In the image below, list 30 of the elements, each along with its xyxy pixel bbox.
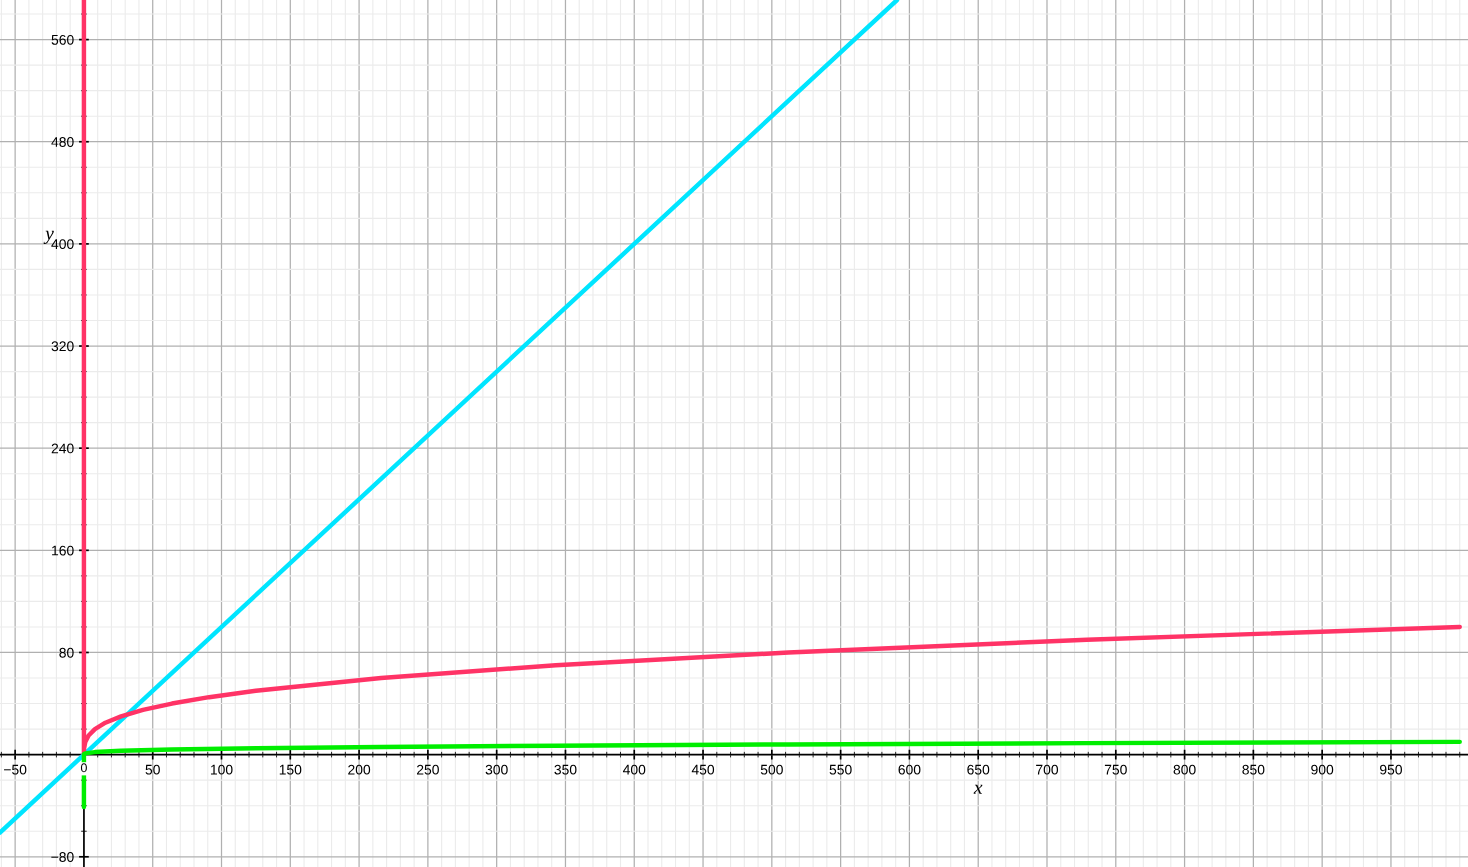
y-tick-label: 320 (51, 341, 74, 352)
x-tick-label: 0 (80, 763, 87, 773)
y-tick-label: 160 (52, 545, 74, 556)
y-tick-label: 80 (59, 647, 74, 658)
x-tick-label: 200 (348, 764, 371, 775)
line-series (81, 739, 1462, 810)
x-tick-label: 950 (1380, 764, 1402, 775)
y-tick-label: 240 (51, 443, 74, 454)
x-tick-label: 750 (1104, 764, 1127, 775)
x-axis-title: x (973, 784, 983, 794)
x-tick-label: 350 (554, 764, 577, 775)
x-tick-label: 600 (898, 764, 921, 775)
x-tick-label: 450 (691, 764, 715, 775)
y-tick-label: 480 (51, 137, 74, 147)
x-tick-label: 300 (485, 764, 508, 775)
x-tick-label: 800 (1173, 764, 1196, 775)
x-tick-label: 650 (967, 764, 990, 775)
x-tick-label: 550 (829, 764, 852, 775)
x-tick-label: 900 (1311, 764, 1334, 775)
x-tick-label: 400 (622, 764, 646, 775)
x-tick-label: 700 (1036, 764, 1059, 775)
y-tick-label: −80 (51, 852, 74, 862)
x-tick-label: 500 (760, 764, 783, 775)
y-tick-label: 560 (51, 34, 74, 45)
x-tick-label: 100 (210, 764, 233, 775)
x-tick-label: 150 (279, 764, 302, 775)
x-tick-label: −50 (4, 764, 27, 775)
x-tick-label: 250 (416, 764, 439, 775)
x-tick-label: 850 (1242, 764, 1265, 775)
x-tick-label: 50 (145, 764, 160, 775)
